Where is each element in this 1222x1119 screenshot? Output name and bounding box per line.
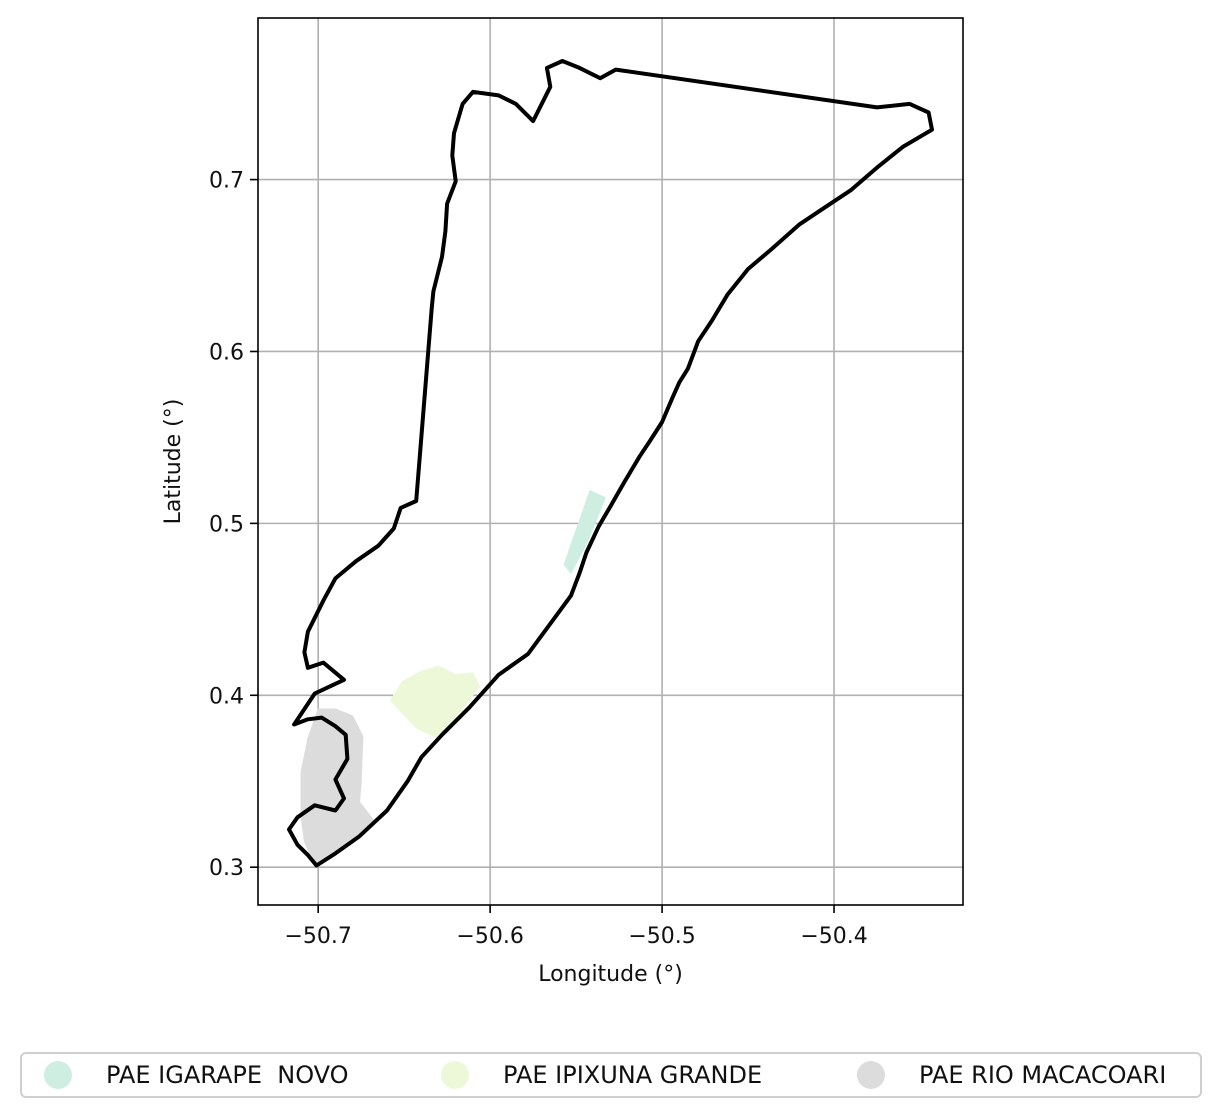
region-pae-ipixuna-grande — [389, 665, 481, 739]
boundary-layer — [287, 59, 934, 868]
region-pae-igarape-novo — [563, 490, 606, 574]
legend-label-rio-macacoari: PAE RIO MACACOARI — [919, 1061, 1167, 1089]
legend: PAE IGARAPE NOVO PAE IPIXUNA GRANDE PAE … — [20, 1052, 1202, 1098]
x-tick-label: −50.4 — [800, 924, 867, 949]
legend-item-rio-macacoari: PAE RIO MACACOARI — [857, 1054, 1166, 1096]
map-figure: −50.7 −50.6 −50.5 −50.4 0.3 0.4 0.5 0.6 0.7 Long… — [161, 17, 964, 987]
x-tick-label: −50.6 — [456, 924, 523, 949]
grid-layer — [258, 18, 963, 905]
x-tick-label: −50.7 — [284, 924, 351, 949]
x-tick-label: −50.5 — [628, 924, 695, 949]
y-tick-label: 0.5 — [209, 512, 244, 537]
legend-swatch-ipixuna-grande — [441, 1061, 469, 1089]
legend-swatch-igarape-novo — [44, 1061, 72, 1089]
legend-label-igarape-novo: PAE IGARAPE NOVO — [106, 1061, 349, 1089]
y-tick-label: 0.4 — [209, 684, 244, 709]
region-fill-layer — [300, 490, 606, 866]
legend-label-ipixuna-grande: PAE IPIXUNA GRANDE — [503, 1061, 763, 1089]
plot-frame — [257, 17, 964, 906]
y-tick-label: 0.6 — [209, 340, 244, 365]
legend-swatch-rio-macacoari — [857, 1061, 885, 1089]
y-tick-label: 0.3 — [209, 856, 244, 881]
municipality-boundary — [287, 59, 934, 868]
y-axis-label: Latitude (°) — [161, 399, 186, 525]
x-axis-label: Longitude (°) — [538, 962, 683, 987]
legend-item-ipixuna-grande: PAE IPIXUNA GRANDE — [441, 1054, 762, 1096]
y-tick-label: 0.7 — [209, 169, 244, 194]
tick-layer: −50.7 −50.6 −50.5 −50.4 0.3 0.4 0.5 0.6 0.7 — [209, 169, 868, 949]
legend-item-igarape-novo: PAE IGARAPE NOVO — [44, 1054, 349, 1096]
